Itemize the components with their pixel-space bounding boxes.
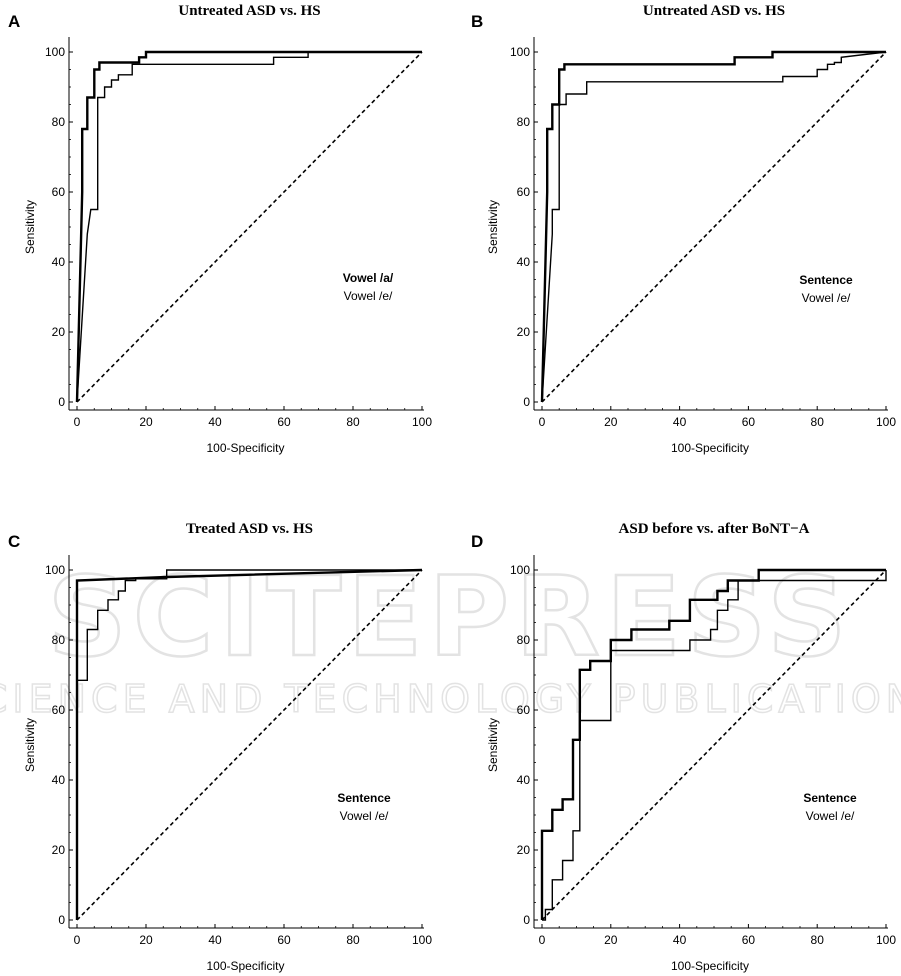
reference-diagonal-line [541, 569, 887, 921]
y-tick-label: 0 [58, 913, 65, 927]
y-tick-label: 80 [52, 633, 66, 647]
panel-letter: D [471, 532, 483, 551]
panel-b: B Untreated ASD vs. HS 0 20 40 60 80 100 0 20 40 60… [471, 3, 896, 455]
panel-a: A Untreated ASD vs. HS 0 20 40 60 80 100 0 20 40 60… [8, 3, 432, 455]
x-tick-label: 0 [539, 933, 546, 947]
roc-curve-vowel-e [541, 51, 887, 403]
y-tick-label: 20 [52, 843, 66, 857]
x-tick-label: 20 [604, 933, 618, 947]
legend-entry: Sentence [803, 791, 857, 805]
roc-curve-vowel-e [542, 570, 887, 921]
y-tick-label: 60 [52, 185, 66, 199]
y-tick-label: 60 [517, 703, 531, 717]
panel-letter: A [8, 12, 20, 31]
x-tick-label: 80 [346, 415, 360, 429]
x-tick-label: 80 [811, 415, 825, 429]
roc-curve-sentence [540, 50, 886, 403]
y-tick-label: 20 [517, 325, 531, 339]
panel-title: Treated ASD vs. HS [186, 521, 313, 537]
legend-entry: Vowel /e/ [340, 809, 389, 823]
y-tick-label: 80 [517, 115, 531, 129]
roc-curve-vowel-e [76, 51, 422, 403]
y-tick-label: 0 [523, 395, 530, 409]
x-tick-label: 40 [208, 933, 222, 947]
panel-letter: C [8, 532, 20, 551]
y-tick-label: 40 [517, 255, 531, 269]
y-tick-label: 40 [52, 255, 66, 269]
x-tick-label: 80 [346, 933, 360, 947]
x-tick-label: 0 [74, 415, 81, 429]
y-axis-label: Sensitivity [486, 718, 500, 772]
x-axis-label: 100-Specificity [206, 959, 284, 973]
x-tick-label: 100 [412, 415, 432, 429]
y-tick-label: 0 [523, 913, 530, 927]
y-axis-label: Sensitivity [23, 718, 37, 772]
roc-curve-sentence [540, 568, 886, 920]
y-tick-label: 0 [58, 395, 65, 409]
watermark-sub-text: SCIENCE AND TECHNOLOGY PUBLICATIONS [0, 677, 901, 721]
x-axis-label: 100-Specificity [206, 441, 284, 455]
x-tick-label: 100 [412, 933, 432, 947]
panel-title: ASD before vs. after BoNT−A [619, 521, 810, 537]
x-tick-label: 60 [277, 933, 291, 947]
panels: A Untreated ASD vs. HS 0 20 40 60 80 100 0 20 40 60… [8, 3, 896, 973]
y-tick-label: 100 [510, 45, 530, 59]
x-tick-label: 20 [139, 415, 153, 429]
reference-diagonal-line [76, 569, 423, 921]
legend-entry: Vowel /e/ [806, 809, 855, 823]
reference-diagonal-line [76, 51, 423, 403]
roc-curve-vowel-e [76, 569, 422, 920]
x-axis-label: 100-Specificity [671, 959, 749, 973]
x-tick-label: 40 [673, 415, 687, 429]
legend-entry: Vowel /e/ [802, 291, 851, 305]
y-axis-label: Sensitivity [23, 200, 37, 254]
y-tick-label: 100 [510, 563, 530, 577]
panel-title: Untreated ASD vs. HS [178, 3, 320, 19]
y-tick-label: 40 [517, 773, 531, 787]
x-tick-label: 20 [604, 415, 618, 429]
y-tick-label: 80 [52, 115, 66, 129]
x-tick-label: 60 [742, 933, 756, 947]
legend-entry: Vowel /a/ [343, 271, 394, 285]
panel-c: C Treated ASD vs. HS 0 20 40 60 80 100 0 20 40 60 80… [8, 521, 432, 973]
panel-letter: B [471, 12, 483, 31]
y-tick-label: 60 [517, 185, 531, 199]
x-tick-label: 20 [139, 933, 153, 947]
x-tick-label: 100 [876, 415, 896, 429]
y-axis-label: Sensitivity [486, 200, 500, 254]
panel-d: D ASD before vs. after BoNT−A 0 20 40 60 80 100… [471, 521, 896, 973]
reference-diagonal-line [541, 51, 887, 403]
x-tick-label: 0 [539, 415, 546, 429]
x-axis-label: 100-Specificity [671, 441, 749, 455]
y-tick-label: 40 [52, 773, 66, 787]
x-tick-label: 40 [208, 415, 222, 429]
legend-entry: Vowel /e/ [344, 289, 393, 303]
y-tick-label: 100 [45, 563, 65, 577]
x-tick-label: 60 [277, 415, 291, 429]
roc-curve-vowel-a [75, 50, 422, 403]
y-tick-label: 20 [52, 325, 66, 339]
x-tick-label: 80 [811, 933, 825, 947]
y-tick-label: 20 [517, 843, 531, 857]
x-tick-label: 0 [74, 933, 81, 947]
legend-entry: Sentence [337, 791, 391, 805]
panel-title: Untreated ASD vs. HS [643, 3, 785, 19]
y-tick-label: 60 [52, 703, 66, 717]
x-tick-label: 60 [742, 415, 756, 429]
watermark: SCITEPRESS SCIENCE AND TECHNOLOGY PUBLIC… [0, 552, 901, 722]
watermark-main-text: SCITEPRESS [47, 553, 852, 681]
legend-entry: Sentence [799, 273, 853, 287]
x-tick-label: 100 [876, 933, 896, 947]
x-tick-label: 40 [673, 933, 687, 947]
y-tick-label: 80 [517, 633, 531, 647]
y-tick-label: 100 [45, 45, 65, 59]
